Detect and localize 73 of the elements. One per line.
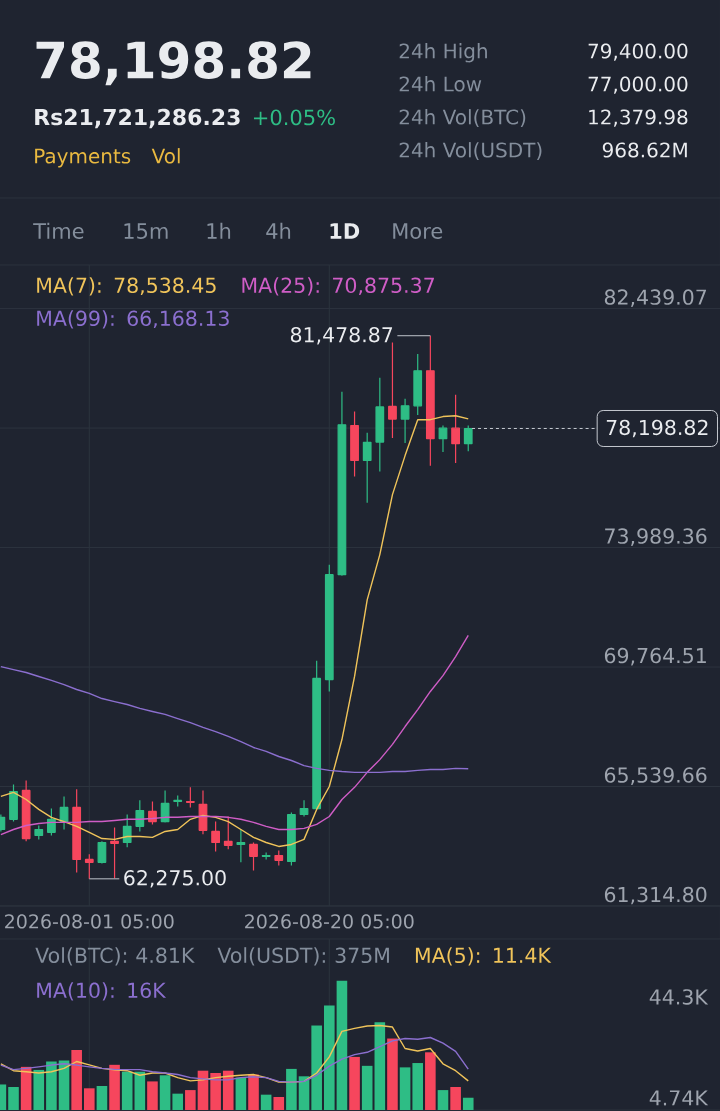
bar: [412, 1063, 424, 1110]
annotation: Vol(USDT): 375M: [217, 947, 389, 966]
bar: [323, 1005, 335, 1110]
text: 79,400.00: [588, 43, 688, 61]
text: 24h Low: [399, 76, 482, 92]
bar: [147, 1081, 158, 1110]
text: 968.62M: [602, 142, 687, 158]
line-series: [0, 1036, 469, 1083]
text: 24h Vol(BTC): [399, 109, 526, 127]
bar: [121, 1071, 133, 1110]
annotation: 62,275.00: [124, 870, 226, 888]
text: MA(5): 11.4K: [415, 947, 552, 966]
y-tick-label: 4.74K: [649, 1090, 709, 1106]
text: 4h: [266, 222, 291, 239]
y-tick-label: 65,539.66: [604, 767, 707, 785]
bar: [298, 1076, 310, 1110]
bar: [248, 1074, 259, 1110]
text: 15m: [124, 223, 168, 239]
text: 1D: [330, 223, 360, 239]
bar: [361, 1065, 373, 1110]
bar: [235, 1077, 247, 1110]
bar: [46, 1061, 57, 1110]
y-tick-label: 82,439.07: [604, 289, 707, 307]
text: More: [393, 223, 443, 239]
bar: [71, 1050, 82, 1110]
bar: [462, 1097, 474, 1110]
bar: [286, 1068, 297, 1110]
text: 78,198.82: [36, 41, 311, 86]
bar: [399, 1067, 411, 1110]
ref-line-label: 78,198.82: [606, 419, 708, 438]
text: 12,379.98: [589, 109, 688, 127]
bar: [450, 1087, 461, 1110]
y-tick-label: 69,764.51: [604, 647, 706, 666]
y-tick-label: 61,314.80: [604, 886, 707, 905]
text: 77,000.00: [588, 76, 688, 94]
bar: [159, 1075, 171, 1110]
bar: [260, 1094, 272, 1110]
x-tick-label: 2026-08-01 05:00: [5, 914, 174, 929]
text: +0.05%: [254, 109, 335, 126]
text: Rs21,721,286.23: [35, 108, 240, 129]
text: Vol: [151, 148, 180, 164]
bar: [109, 1064, 120, 1110]
y-tick-label: 44.3K: [649, 989, 709, 1005]
bar: [222, 1070, 234, 1110]
bar: [273, 1096, 285, 1110]
bar: [336, 980, 348, 1110]
bar: [172, 1093, 184, 1110]
bar: [425, 1052, 436, 1110]
bar: [210, 1072, 221, 1110]
text: MA(10): 16K: [37, 982, 167, 1001]
text: Payments: [35, 148, 131, 168]
annotation: Vol(BTC): 4.81K: [35, 947, 195, 966]
bar: [83, 1088, 95, 1110]
text: MA(99): 66,168.13: [37, 310, 229, 329]
bar: [33, 1069, 45, 1110]
bar: [134, 1071, 146, 1110]
x-tick-label: 2026-08-20 05:00: [245, 914, 414, 929]
bar: [349, 1056, 360, 1110]
bar: [311, 1025, 322, 1110]
bar: [437, 1090, 449, 1110]
text: 24h Vol(USDT): [399, 142, 542, 160]
bar: [96, 1086, 108, 1110]
bar: [185, 1090, 196, 1110]
text: 1h: [207, 222, 231, 239]
text: Time: [33, 222, 84, 239]
line-series: [0, 1024, 469, 1083]
annotation: 81,478.87: [290, 326, 393, 345]
text: 24h High: [399, 43, 487, 63]
bar: [387, 1038, 398, 1110]
y-tick-label: 73,989.36: [605, 528, 707, 546]
text: MA(7): 78,538.45: [37, 277, 216, 296]
text: MA(25): 70,875.37: [242, 277, 434, 296]
bar: [374, 1022, 386, 1110]
